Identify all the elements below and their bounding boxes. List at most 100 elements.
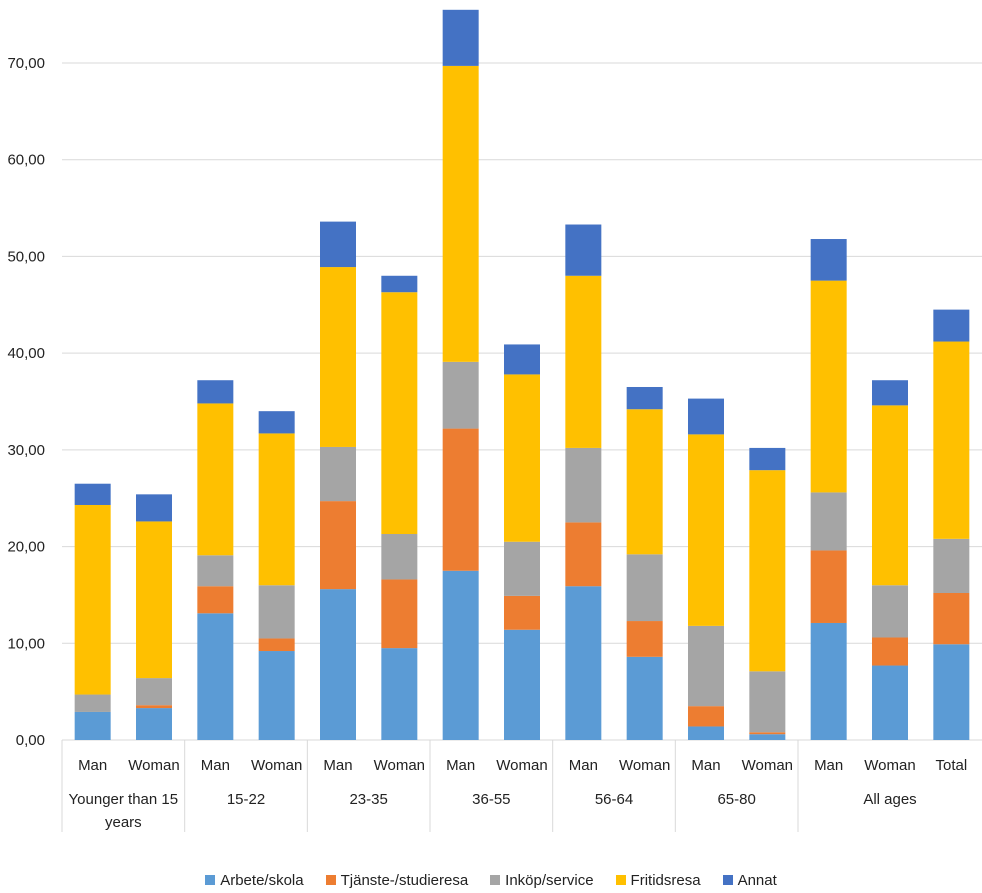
legend-label: Inköp/service [505, 871, 594, 889]
bar-segment-Annat [933, 309, 970, 342]
y-tick-label: 0,00 [16, 732, 45, 749]
bar-segment-Fritidsresa [258, 433, 295, 586]
bar-segment-Inköp/service [872, 585, 908, 638]
bar-segment-Inköp/service [258, 585, 295, 639]
x-category-label: Man [691, 757, 720, 774]
bar-segment-Arbete/skola [258, 651, 295, 740]
bar-segment-Tjänste-/studieresa [136, 705, 172, 709]
x-category-label: Man [201, 757, 230, 774]
legend-swatch [205, 875, 216, 885]
x-category-label: Man [323, 757, 352, 774]
x-group-label: 65-80 [717, 791, 755, 808]
bar-segment-Annat [197, 380, 234, 404]
x-category-label: Man [569, 757, 598, 774]
x-category-label: Total [935, 757, 967, 774]
bar-segment-Fritidsresa [565, 275, 602, 448]
bar-segment-Arbete/skola [136, 708, 172, 740]
x-group-label: Younger than 15 years [69, 791, 179, 831]
bar-segment-Fritidsresa [626, 409, 663, 555]
x-group-label: 23-35 [349, 791, 387, 808]
bar-segment-Tjänste-/studieresa [197, 586, 234, 614]
bar-segment-Annat [810, 239, 847, 281]
bar-segment-Annat [565, 224, 602, 276]
bar-segment-Annat [381, 275, 418, 293]
bar-segment-Fritidsresa [933, 341, 970, 539]
bar-segment-Arbete/skola [810, 622, 847, 740]
bar-segment-Inköp/service [810, 492, 847, 551]
legend-item: Inköp/service [490, 871, 594, 889]
legend-label: Arbete/skola [220, 871, 304, 889]
bar-segment-Fritidsresa [136, 521, 172, 679]
bar-segment-Inköp/service [320, 446, 356, 502]
bar-segment-Inköp/service [749, 671, 786, 733]
bar-segment-Annat [749, 447, 786, 471]
legend-label: Fritidsresa [630, 871, 701, 889]
legend-label: Tjänste-/studieresa [340, 871, 469, 889]
bar-segment-Tjänste-/studieresa [688, 706, 724, 727]
x-category-label: Man [446, 757, 475, 774]
stacked-bar-chart: 0,0010,0020,0030,0040,0050,0060,0070,00 … [7, 9, 982, 832]
bar-segment-Annat [320, 221, 356, 268]
bar-segment-Tjänste-/studieresa [565, 522, 602, 587]
legend-item: Tjänste-/studieresa [325, 871, 469, 889]
bar-segment-Annat [504, 344, 540, 375]
x-category-label: Woman [742, 757, 793, 774]
y-axis: 0,00 10,00 20,00 30,00 40,00 50,00 60,00 70,00 [7, 55, 45, 749]
y-tick-label: 20,00 [7, 539, 45, 556]
x-group-label: 36-55 [472, 791, 510, 808]
bar-segment-Arbete/skola [197, 613, 234, 740]
bar-segment-Arbete/skola [74, 711, 111, 740]
bar-segment-Inköp/service [74, 694, 111, 712]
bar-segment-Arbete/skola [872, 665, 908, 740]
bar-segment-Arbete/skola [688, 726, 724, 740]
bar-segment-Arbete/skola [933, 644, 970, 740]
x-category-label: Man [78, 757, 107, 774]
legend-swatch [615, 875, 626, 885]
bar-segment-Tjänste-/studieresa [810, 550, 847, 623]
legend-item: Arbete/skola [205, 871, 304, 889]
bar-segment-Tjänste-/studieresa [504, 595, 540, 630]
legend-item: Fritidsresa [615, 871, 701, 889]
y-tick-label: 40,00 [7, 345, 45, 362]
legend-label: Annat [737, 871, 777, 889]
bar-segment-Fritidsresa [74, 504, 111, 695]
bar-segment-Fritidsresa [442, 65, 479, 362]
bar-segment-Tjänste-/studieresa [933, 592, 970, 645]
bar-segment-Arbete/skola [565, 586, 602, 740]
bar-segment-Inköp/service [565, 447, 602, 523]
x-category-label: Woman [496, 757, 547, 774]
bar-segment-Arbete/skola [381, 648, 418, 740]
y-tick-label: 10,00 [7, 635, 45, 652]
x-group-label: 56-64 [595, 791, 633, 808]
bar-segment-Fritidsresa [320, 267, 356, 447]
bar-segment-Inköp/service [933, 538, 970, 593]
bar-segment-Inköp/service [197, 555, 234, 587]
x-axis: Man Woman Man Woman Man Woman Man Woman Man Woman… [61, 740, 967, 832]
bar-segment-Tjänste-/studieresa [872, 637, 908, 666]
y-tick-label: 70,00 [7, 55, 45, 72]
legend-item: Annat [722, 871, 777, 889]
bar-segment-Inköp/service [136, 678, 172, 706]
bar-segment-Fritidsresa [810, 280, 847, 493]
bar-segment-Annat [872, 380, 908, 406]
bar-segment-Annat [688, 398, 724, 435]
bar-segment-Fritidsresa [197, 403, 234, 556]
y-tick-label: 50,00 [7, 248, 45, 265]
bar-segment-Arbete/skola [626, 656, 663, 740]
x-category-label: Woman [251, 757, 302, 774]
bar-segment-Annat [258, 411, 295, 434]
bar-segment-Arbete/skola [749, 734, 786, 740]
bar-segment-Tjänste-/studieresa [749, 732, 786, 735]
bar-segment-Annat [626, 386, 663, 410]
y-tick-label: 30,00 [7, 442, 45, 459]
bar-segment-Fritidsresa [872, 405, 908, 586]
bar-segment-Tjänste-/studieresa [442, 428, 479, 571]
x-group-label: All ages [863, 791, 916, 808]
bar-segment-Annat [442, 9, 479, 66]
bar-segment-Tjänste-/studieresa [320, 501, 356, 590]
x-category-label: Woman [864, 757, 915, 774]
x-group-label: 15-22 [227, 791, 265, 808]
x-category-label: Man [814, 757, 843, 774]
legend-swatch [325, 875, 336, 885]
bar-segment-Inköp/service [381, 533, 418, 580]
